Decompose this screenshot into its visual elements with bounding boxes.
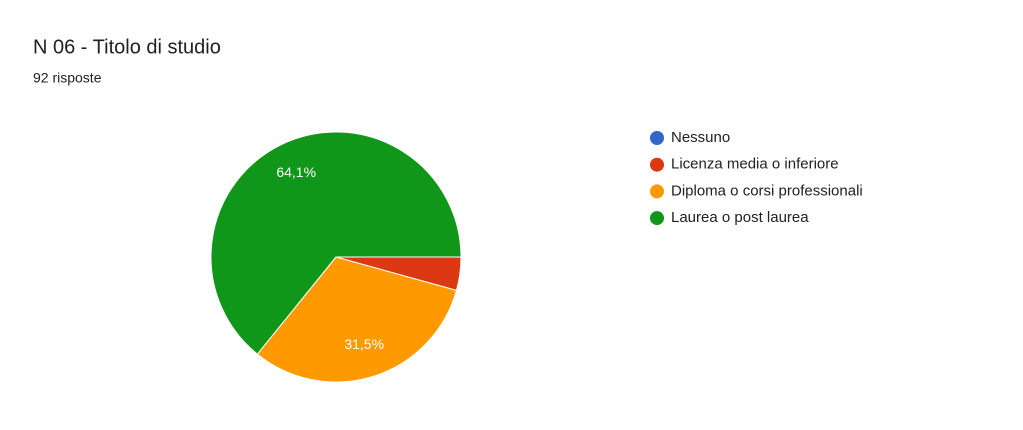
legend-label: Nessuno [671,129,730,146]
legend-label: Diploma o corsi professionali [671,182,863,199]
legend-marker [650,131,664,145]
legend-label: Laurea o post laurea [671,209,809,226]
pie-slice [210,131,462,355]
slice-label: 64,1% [276,164,316,180]
chart-subtitle: 92 risposte [33,70,102,86]
legend-marker [650,184,664,199]
legend-marker [650,211,664,226]
pie-slice [256,256,458,383]
slice-label: 31,5% [344,336,384,352]
chart-title: N 06 - Titolo di studio [33,36,221,58]
legend-label: Licenza media o inferiore [671,156,839,173]
legend-marker [650,157,664,172]
